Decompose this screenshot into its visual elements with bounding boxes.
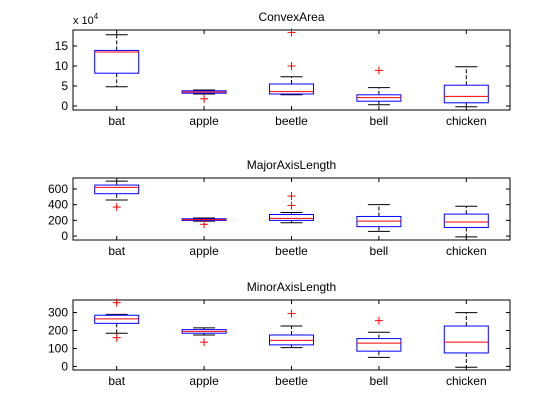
box-bat: [94, 180, 140, 212]
axis-exponent-label: x 104: [73, 12, 99, 27]
box-apple: [181, 89, 227, 103]
x-tick-label: bat: [108, 244, 125, 258]
box-iqr: [443, 325, 489, 354]
box-bat: [94, 34, 140, 88]
y-tick-label: 0: [61, 99, 68, 113]
box-beetle: [269, 309, 314, 349]
y-tick-label: 15: [55, 39, 69, 53]
box-chicken: [443, 205, 489, 238]
box-iqr: [94, 49, 140, 74]
outlier-marker: [374, 316, 383, 325]
box-bell: [356, 316, 402, 358]
box-iqr: [269, 213, 314, 221]
box-bell: [356, 66, 402, 106]
outlier-marker: [287, 309, 296, 318]
x-tick-label: beetle: [275, 244, 308, 258]
exponent-power: 4: [94, 12, 99, 21]
y-tick-label: 10: [55, 59, 69, 73]
outlier-marker: [374, 66, 383, 75]
chart-title: ConvexArea: [258, 10, 324, 24]
outlier-marker: [287, 62, 296, 70]
outlier-marker: [112, 333, 121, 342]
outlier-marker: [200, 338, 209, 347]
box-chicken: [443, 312, 489, 368]
chart-title: MinorAxisLength: [247, 280, 336, 294]
y-tick-label: 0: [61, 359, 68, 373]
box-iqr: [269, 83, 314, 95]
x-tick-label: bell: [370, 244, 389, 258]
box-chicken: [443, 66, 489, 108]
box-beetle: [269, 192, 314, 224]
chart-title: MajorAxisLength: [247, 158, 336, 172]
exponent-base: x 10: [73, 15, 94, 27]
chart-panel-1: ConvexArea x 104 0 5 10 15 bat apple beetle bell c…: [55, 10, 511, 128]
y-tick-label: 200: [48, 324, 68, 338]
x-tick-label: apple: [189, 374, 219, 388]
y-tick-label: 100: [48, 341, 68, 355]
y-tick-label: 200: [48, 213, 68, 227]
outlier-marker: [200, 220, 209, 229]
x-tick-label: chicken: [446, 374, 487, 388]
outlier-marker: [287, 192, 296, 201]
x-tick-label: chicken: [446, 244, 487, 258]
x-tick-label: apple: [189, 244, 219, 258]
outlier-marker: [112, 203, 121, 212]
box-bat: [94, 298, 140, 342]
chart-panel-3: MinorAxisLength 0 100 200 300 bat apple beetle b…: [48, 280, 511, 388]
box-apple: [181, 327, 227, 347]
x-tick-label: bat: [108, 374, 125, 388]
outlier-marker: [287, 201, 296, 210]
outlier-marker: [112, 298, 121, 307]
x-tick-label: chicken: [446, 114, 487, 128]
y-tick-label: 300: [48, 306, 68, 320]
box-apple: [181, 217, 227, 229]
box-bell: [356, 204, 402, 232]
y-tick-label: 400: [48, 198, 68, 212]
box-iqr: [356, 338, 402, 352]
x-tick-label: bell: [370, 114, 389, 128]
x-tick-label: apple: [189, 114, 219, 128]
box-iqr: [443, 84, 489, 104]
y-tick-label: 600: [48, 182, 68, 196]
outlier-marker: [200, 94, 209, 103]
box-iqr: [94, 184, 140, 195]
box-iqr: [443, 213, 489, 228]
box-beetle: [269, 28, 314, 96]
x-tick-label: bell: [370, 374, 389, 388]
x-tick-label: beetle: [275, 114, 308, 128]
x-tick-label: bat: [108, 114, 125, 128]
y-tick-label: 0: [61, 229, 68, 243]
outlier-marker: [287, 28, 296, 37]
x-tick-label: beetle: [275, 374, 308, 388]
y-tick-label: 5: [61, 79, 68, 93]
